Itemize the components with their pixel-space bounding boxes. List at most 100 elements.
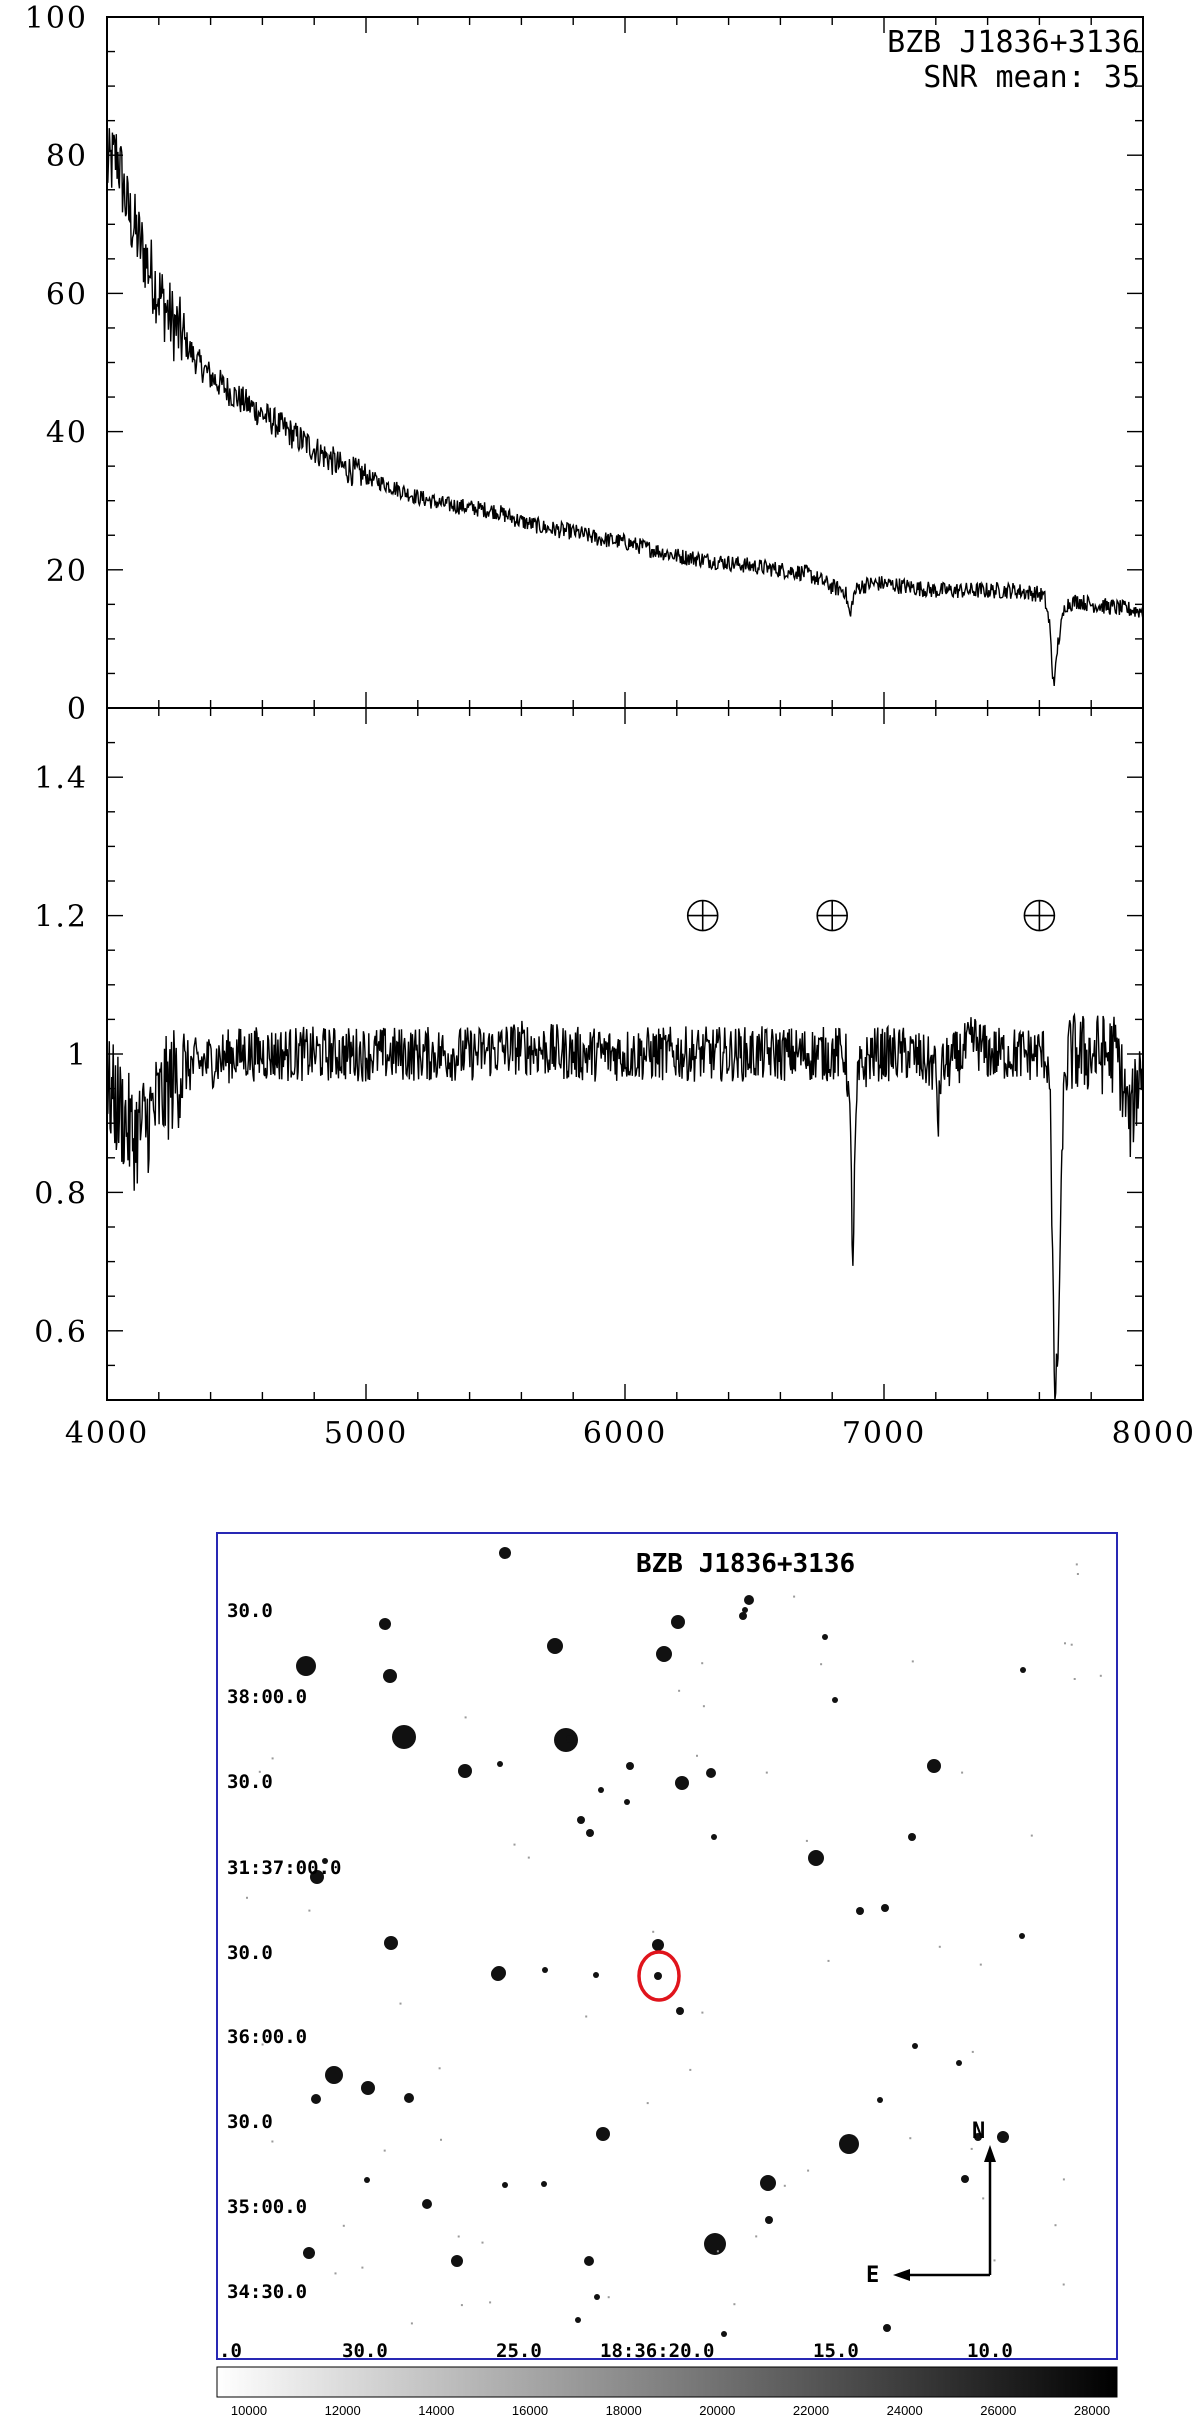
faint-star xyxy=(733,2303,736,2306)
finding-chart-title: BZB J1836+3136 xyxy=(636,1549,855,1579)
star xyxy=(541,2181,547,2187)
star xyxy=(322,1858,328,1864)
flux-y-tick-label: 0 xyxy=(67,692,88,727)
star xyxy=(594,2294,600,2300)
telluric-marker-icon xyxy=(816,899,849,932)
star xyxy=(586,1829,594,1837)
ra-label: 10.0 xyxy=(967,2340,1013,2362)
flux-y-tick-labels: 0 20 40 60 80 100 xyxy=(25,1,88,727)
star xyxy=(566,1735,574,1743)
north-arrowhead-icon xyxy=(984,2145,996,2162)
star xyxy=(654,1972,662,1980)
normalized-series-line xyxy=(106,1012,1144,1401)
north-label: N xyxy=(972,2119,985,2144)
normalized-panel: 0.6 0.8 1 1.2 1.4 4000 5000 6000 7000 8000 xyxy=(34,707,1194,1451)
star xyxy=(961,2175,969,2183)
star xyxy=(832,1697,838,1703)
faint-star xyxy=(361,2266,364,2269)
star xyxy=(379,1618,391,1630)
faint-star xyxy=(1054,2224,1057,2227)
ra-label: 25.0 xyxy=(496,2340,542,2362)
star xyxy=(721,2331,727,2337)
dec-label: 38:00.0 xyxy=(227,1686,307,1708)
star xyxy=(656,1646,672,1662)
faint-star xyxy=(1064,1642,1066,1645)
normalized-y-tick-label: 1.4 xyxy=(34,761,88,796)
faint-star xyxy=(696,1754,698,1757)
star xyxy=(881,1904,889,1912)
star xyxy=(765,2216,773,2224)
faint-star xyxy=(652,1930,655,1933)
star xyxy=(822,1634,828,1640)
compass: N E xyxy=(866,2119,996,2288)
colorbar-labels: 10000 12000 14000 16000 18000 20000 22000 24000… xyxy=(231,2403,1110,2418)
faint-star xyxy=(807,2169,810,2172)
x-tick-label: 6000 xyxy=(583,1416,667,1451)
faint-star xyxy=(246,1896,248,1899)
finding-chart: BZB J1836+3136 30.0 38:00.0 30.0 31:37:00.0… xyxy=(216,1532,1118,2362)
flux-series-line xyxy=(106,128,1144,687)
faint-star xyxy=(911,1660,914,1663)
target-circle xyxy=(637,1950,681,2002)
faint-star xyxy=(489,2301,492,2304)
faint-star xyxy=(410,2322,413,2325)
star xyxy=(908,1833,916,1841)
east-label: E xyxy=(866,2263,879,2288)
faint-star xyxy=(308,1909,311,1912)
colorbar-label: 28000 xyxy=(1074,2403,1110,2418)
faint-star xyxy=(755,2235,758,2238)
star xyxy=(839,2134,859,2154)
x-tick-labels: 4000 5000 6000 7000 8000 xyxy=(65,1416,1194,1451)
faint-star xyxy=(783,2184,786,2187)
faint-star xyxy=(258,1770,261,1773)
colorbar-gradient xyxy=(216,2366,1118,2398)
snr-annotation: SNR mean: 35 xyxy=(923,60,1140,95)
star xyxy=(1020,1667,1026,1673)
flux-y-tick-label: 20 xyxy=(46,554,88,589)
star xyxy=(404,2093,414,2103)
star xyxy=(626,1762,634,1770)
dec-label: 30.0 xyxy=(227,1600,273,1622)
faint-star xyxy=(970,2147,973,2150)
star xyxy=(927,1759,941,1773)
star xyxy=(491,1967,505,1981)
faint-star xyxy=(1062,2283,1065,2286)
star xyxy=(742,1607,748,1613)
faint-star xyxy=(1076,1573,1079,1575)
star xyxy=(877,2097,883,2103)
star xyxy=(997,2131,1009,2143)
faint-star xyxy=(701,2011,704,2014)
normalized-y-tick-labels: 0.6 0.8 1 1.2 1.4 xyxy=(34,761,88,1350)
star xyxy=(310,1870,324,1884)
faint-star xyxy=(464,1716,467,1719)
star xyxy=(364,2177,370,2183)
faint-star xyxy=(513,1843,516,1846)
faint-star xyxy=(793,1595,796,1598)
ra-label: 15.0 xyxy=(813,2340,859,2362)
faint-star xyxy=(827,1959,830,1962)
faint-star xyxy=(585,2015,588,2018)
star xyxy=(711,1834,717,1840)
faint-star xyxy=(701,1662,704,1665)
colorbar-label: 14000 xyxy=(418,2403,454,2418)
star xyxy=(704,2233,726,2255)
dec-labels: 30.0 38:00.0 30.0 31:37:00.0 30.0 36:00.0 30.0… xyxy=(227,1600,341,2303)
star xyxy=(325,2066,343,2084)
star xyxy=(584,2256,594,2266)
dec-label: 31:37:00.0 xyxy=(227,1857,341,1879)
star xyxy=(956,2060,962,2066)
star xyxy=(303,2247,315,2259)
faint-star xyxy=(979,1963,982,1966)
dec-label: 30.0 xyxy=(227,1771,273,1793)
flux-plot-frame xyxy=(106,16,1144,709)
ra-label: .0 xyxy=(219,2340,242,2362)
telluric-marker-icon xyxy=(1023,899,1056,932)
colorbar: 10000 12000 14000 16000 18000 20000 22000 24000… xyxy=(216,2366,1118,2418)
dec-label: 35:00.0 xyxy=(227,2196,307,2218)
star xyxy=(1019,1933,1025,1939)
faint-star xyxy=(1099,1674,1102,1677)
star xyxy=(296,1656,316,1676)
faint-star xyxy=(1070,1643,1073,1646)
faint-star xyxy=(399,2002,402,2005)
